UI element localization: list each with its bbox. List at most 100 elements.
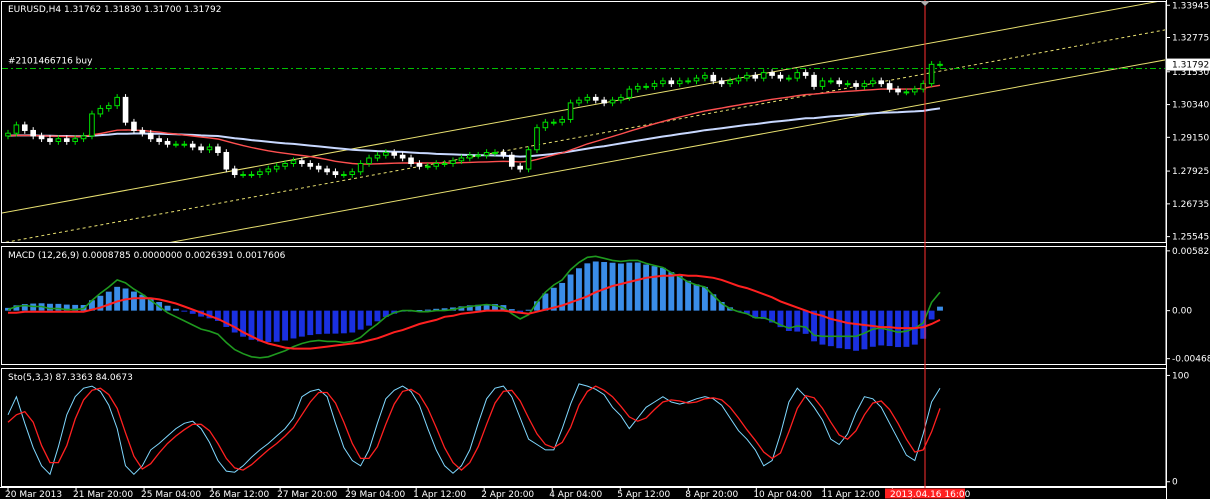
candle-body: [903, 91, 910, 94]
candle: [282, 160, 288, 170]
macd-histogram-bar: [508, 309, 515, 311]
macd-histogram-bar: [634, 262, 641, 311]
candle-body: [164, 140, 171, 145]
macd-histogram-bar: [617, 263, 624, 311]
candle: [618, 94, 624, 104]
candle-body: [433, 163, 440, 167]
candle: [399, 151, 406, 162]
candle: [651, 80, 658, 90]
current-price-label: 1.31792: [1172, 61, 1209, 71]
macd-histogram-bar: [374, 310, 381, 322]
macd-histogram-bar: [265, 310, 272, 343]
macd-histogram-bar: [534, 301, 540, 311]
candle: [676, 77, 683, 87]
candle-body: [483, 151, 490, 156]
macd-histogram-bar: [710, 294, 717, 311]
candle: [861, 80, 868, 90]
candle: [584, 94, 591, 104]
ma-slow-line: [7, 107, 941, 158]
stochastic-main-line: [7, 383, 941, 476]
macd-histogram-bar: [567, 274, 574, 311]
candle: [441, 160, 448, 167]
macd-histogram-bar: [785, 310, 792, 331]
candle-body: [366, 157, 372, 165]
candle-body: [584, 96, 591, 101]
candle: [357, 160, 364, 176]
macd-histogram-bar: [13, 305, 20, 311]
candle: [828, 77, 834, 85]
candle-body: [718, 80, 725, 85]
candle: [517, 162, 523, 173]
macd-histogram-bar: [777, 310, 784, 328]
candle: [349, 168, 356, 178]
candle-body: [870, 80, 876, 85]
macd-histogram-bar: [424, 309, 431, 311]
macd-histogram-bar: [282, 310, 289, 341]
candle-body: [912, 88, 918, 93]
candle-body: [836, 80, 843, 85]
candle-body: [735, 77, 742, 82]
candle-body: [609, 99, 616, 104]
candle: [559, 116, 565, 126]
candle-body: [702, 74, 708, 79]
candle: [80, 132, 87, 143]
candle: [374, 151, 381, 162]
candle: [416, 160, 423, 170]
candle-body: [425, 165, 431, 168]
candle: [492, 149, 498, 156]
candle-body: [685, 80, 691, 83]
time-tick-label: 10 Apr 04:00: [753, 490, 812, 499]
candle: [878, 77, 885, 87]
candle-body: [550, 121, 557, 124]
macd-histogram-bar: [769, 310, 776, 323]
channel-middle-line: [4, 29, 1165, 242]
candle: [189, 140, 196, 151]
cursor-handle-icon[interactable]: [920, 1, 930, 6]
macd-histogram-bar: [760, 310, 767, 320]
macd-histogram-bar: [273, 310, 280, 342]
candle: [735, 74, 742, 85]
macd-tick-label: -0.004681: [1172, 355, 1210, 365]
candle-body: [156, 138, 162, 142]
candle: [550, 118, 557, 126]
current-price-box: [1167, 58, 1210, 71]
macd-histogram-bar: [827, 310, 834, 347]
macd-histogram-bar: [466, 305, 473, 311]
stochastic-signal-line: [7, 385, 941, 471]
price-pane-frame: [1, 1, 1167, 243]
candle: [794, 69, 801, 82]
macd-histogram-bar: [206, 310, 213, 319]
macd-histogram-bar: [97, 295, 104, 311]
candle: [164, 138, 171, 148]
candle-body: [769, 72, 775, 76]
candle-body: [248, 174, 255, 177]
macd-histogram-bar: [592, 261, 599, 311]
candle-body: [341, 174, 347, 177]
candle: [257, 168, 263, 178]
candle: [626, 85, 633, 101]
candle-body: [752, 74, 759, 79]
candle: [97, 105, 104, 118]
candle-body: [634, 85, 641, 90]
candle-body: [626, 88, 633, 98]
candle-body: [811, 74, 817, 87]
macd-histogram-bar: [458, 306, 465, 311]
macd-histogram-bar: [844, 310, 851, 350]
price-tick-label: 1.25545: [1172, 233, 1209, 243]
macd-histogram-bar: [55, 303, 62, 311]
candle-body: [618, 96, 624, 101]
candle: [206, 143, 213, 154]
candle: [231, 165, 238, 178]
macd-histogram-bar: [340, 310, 347, 334]
candle-body: [383, 151, 389, 156]
time-tick-label: 26 Mar 12:00: [209, 490, 269, 499]
candle-body: [357, 163, 364, 173]
candle-body: [744, 74, 750, 79]
candle-body: [895, 88, 901, 93]
candle-body: [441, 163, 448, 166]
candle: [5, 129, 11, 140]
candle-body: [592, 96, 599, 101]
macd-tick-label: 0.005828: [1172, 247, 1210, 257]
macd-histogram-bar: [853, 310, 859, 351]
